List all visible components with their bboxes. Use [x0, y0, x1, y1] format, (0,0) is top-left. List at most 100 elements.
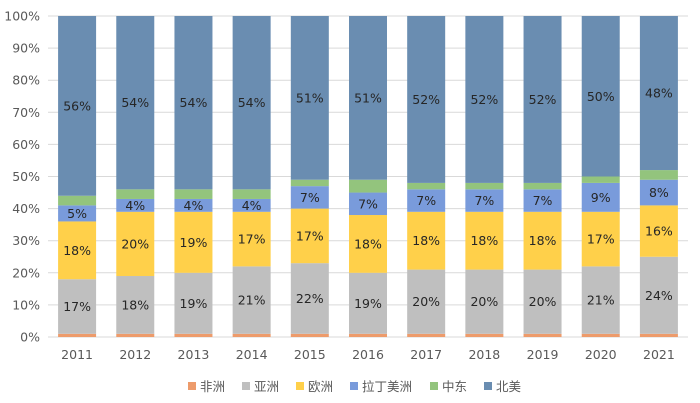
data-label: 19%	[354, 296, 382, 311]
bar-segment	[523, 333, 562, 337]
data-label: 20%	[529, 294, 557, 309]
y-tick-label: 100%	[4, 9, 40, 24]
data-label: 19%	[180, 235, 208, 250]
x-tick-label: 2016	[352, 347, 384, 362]
legend-label: 欧洲	[308, 379, 333, 394]
data-label: 21%	[238, 293, 266, 308]
legend-label: 中东	[442, 379, 467, 394]
x-tick-label: 2015	[294, 347, 326, 362]
data-label: 54%	[180, 95, 208, 110]
data-label: 4%	[184, 198, 204, 213]
bar-segment	[232, 333, 271, 337]
bar-segment	[232, 211, 271, 267]
bar-segment	[407, 269, 446, 334]
bar-segment	[407, 211, 446, 270]
legend-label: 亚洲	[254, 379, 279, 394]
bar-segment	[639, 170, 678, 180]
y-tick-label: 50%	[12, 169, 40, 184]
data-label: 8%	[649, 185, 669, 200]
data-label: 54%	[121, 95, 149, 110]
x-tick-label: 2019	[527, 347, 559, 362]
bar-segment	[58, 205, 97, 222]
bar-segment	[232, 16, 271, 190]
bar-segment	[407, 333, 446, 337]
y-tick-label: 40%	[12, 201, 40, 216]
data-label: 24%	[645, 288, 673, 303]
data-label: 20%	[470, 294, 498, 309]
bar-segment	[58, 333, 97, 337]
data-label: 4%	[125, 198, 145, 213]
bar-segment	[581, 211, 620, 267]
legend-swatch	[296, 382, 304, 390]
legend-swatch	[350, 382, 358, 390]
bar-segment	[465, 269, 504, 334]
bar-segment	[290, 208, 329, 264]
x-tick-label: 2021	[643, 347, 675, 362]
bar-segment	[290, 179, 329, 187]
bar-segment	[581, 266, 620, 334]
data-label: 18%	[470, 233, 498, 248]
bar-segment	[465, 16, 504, 183]
bar-segment	[581, 333, 620, 337]
bar-segment	[349, 179, 387, 193]
data-label: 17%	[587, 232, 615, 247]
legend-swatch	[430, 382, 438, 390]
bar-segment	[349, 215, 387, 273]
data-label: 5%	[67, 206, 87, 221]
data-label: 51%	[296, 90, 324, 105]
data-label: 20%	[121, 236, 149, 251]
bar-segment	[349, 192, 387, 216]
bar-segment	[639, 256, 678, 334]
data-label: 18%	[412, 233, 440, 248]
data-label: 17%	[296, 228, 324, 243]
x-tick-label: 2013	[178, 347, 210, 362]
bar-segment	[58, 279, 97, 334]
data-label: 52%	[470, 92, 498, 107]
y-tick-label: 10%	[12, 297, 40, 312]
bar-segment	[581, 182, 620, 212]
data-label: 18%	[354, 236, 382, 251]
legend-swatch	[242, 382, 250, 390]
data-label: 52%	[529, 92, 557, 107]
y-tick-label: 70%	[12, 105, 40, 120]
bar-segment	[639, 205, 678, 257]
x-tick-label: 2018	[468, 347, 500, 362]
bar-segment	[349, 333, 387, 337]
data-label: 48%	[645, 86, 673, 101]
data-label: 17%	[63, 299, 91, 314]
bar-segment	[290, 186, 329, 209]
data-label: 7%	[358, 196, 378, 211]
bar-segment	[523, 269, 562, 334]
bar-segment	[174, 198, 213, 212]
bar-segment	[465, 333, 504, 337]
legend-swatch	[188, 382, 196, 390]
bar-segment	[523, 211, 562, 270]
bar-segment	[58, 16, 97, 196]
y-tick-label: 60%	[12, 137, 40, 152]
data-label: 7%	[300, 190, 320, 205]
legend-label: 非洲	[200, 379, 225, 394]
bar-segment	[290, 263, 329, 334]
data-label: 50%	[587, 89, 615, 104]
data-label: 16%	[645, 224, 673, 239]
bar-segment	[174, 189, 213, 199]
bar-segment	[116, 276, 155, 334]
bar-segment	[407, 182, 446, 190]
bar-segment	[232, 266, 271, 334]
bar-segment	[290, 16, 329, 180]
bar-segment	[407, 189, 446, 212]
x-tick-label: 2012	[119, 347, 151, 362]
bar-segment	[465, 211, 504, 270]
legend-label: 北美	[496, 379, 521, 394]
data-label: 19%	[180, 296, 208, 311]
bar-segment	[639, 333, 678, 337]
bar-segment	[290, 333, 329, 337]
data-label: 21%	[587, 293, 615, 308]
bar-segment	[581, 176, 620, 183]
data-label: 18%	[121, 297, 149, 312]
x-tick-label: 2011	[61, 347, 93, 362]
y-tick-label: 80%	[12, 73, 40, 88]
legend-label: 拉丁美洲	[362, 379, 412, 394]
data-label: 17%	[238, 232, 266, 247]
x-tick-label: 2017	[410, 347, 442, 362]
